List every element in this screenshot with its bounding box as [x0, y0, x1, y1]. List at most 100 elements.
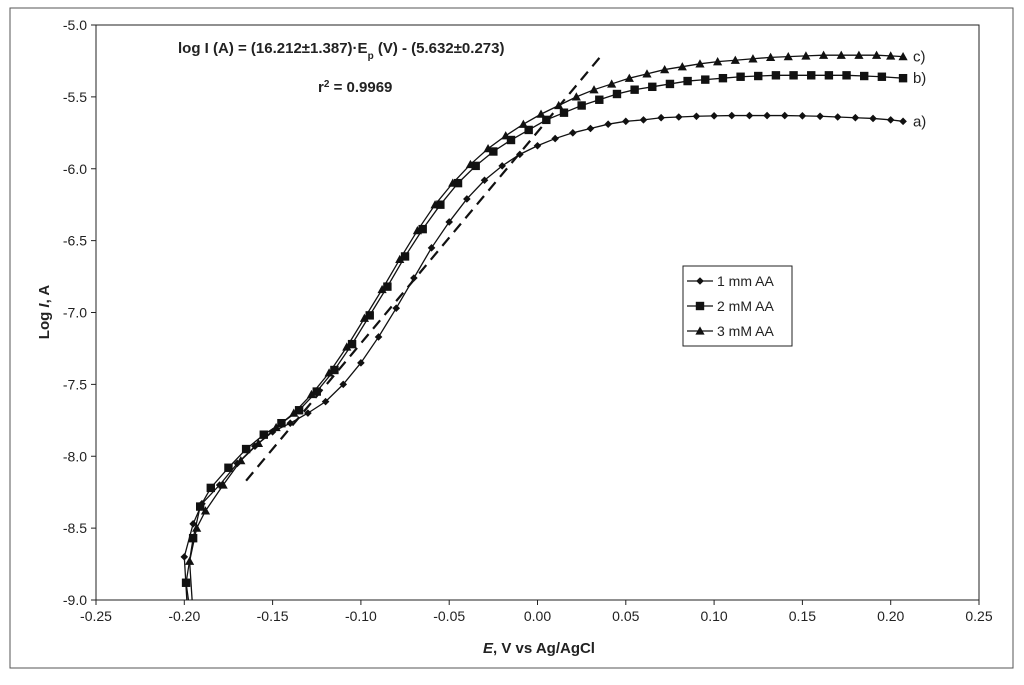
data-point [833, 113, 842, 121]
series-3 [184, 50, 908, 600]
series-line [188, 54, 904, 600]
y-tick-label: -6.0 [63, 161, 87, 177]
x-tick-label: -0.15 [257, 608, 289, 624]
legend-item: 2 mM AA [687, 298, 774, 314]
data-point [754, 71, 763, 81]
data-point [294, 406, 304, 415]
plot-layer: -0.25 -0.20 -0.15 -0.10 -0.05 0.00 0.05 0.10 0.1… [63, 17, 993, 624]
legend-item: 3 mM AA [687, 323, 774, 339]
x-tick-label: 0.15 [789, 608, 816, 624]
data-point [206, 483, 215, 493]
data-point [559, 108, 569, 117]
data-point [624, 73, 634, 82]
legend-items: 1 mm AA 2 mM AA 3 mM AA [687, 273, 774, 339]
data-point [816, 112, 824, 121]
data-point [542, 115, 551, 125]
data-point [524, 125, 533, 135]
legend-marker [695, 326, 705, 335]
data-point [589, 85, 599, 94]
data-point [501, 131, 511, 140]
data-point [395, 254, 405, 263]
data-point [465, 159, 475, 169]
data-point [869, 114, 877, 123]
data-point [192, 523, 202, 532]
data-point [860, 71, 869, 81]
data-point [748, 54, 758, 63]
data-point [842, 71, 851, 80]
data-point [766, 52, 776, 62]
data-point [200, 506, 211, 515]
data-point [877, 72, 887, 81]
data-point [745, 111, 754, 120]
data-point [480, 176, 489, 185]
x-tick-label: 0.10 [700, 608, 727, 624]
data-point [727, 111, 736, 120]
data-point [710, 112, 718, 120]
legend-label: 1 mm AA [717, 273, 774, 289]
data-point [571, 92, 581, 101]
curve-label: c) [913, 49, 926, 66]
data-point [463, 195, 471, 203]
data-point [483, 144, 493, 153]
data-point [516, 150, 524, 159]
x-tick-label: 0.20 [877, 608, 904, 624]
data-point [551, 134, 559, 143]
data-point [713, 57, 723, 66]
data-point [701, 75, 710, 84]
data-point [180, 553, 189, 561]
data-point [577, 101, 586, 110]
y-tick-label: -7.5 [63, 376, 87, 392]
data-point [683, 76, 692, 86]
data-point [569, 129, 577, 137]
data-point [304, 409, 312, 417]
data-point [818, 50, 829, 59]
data-point [718, 73, 728, 83]
data-point [241, 444, 251, 454]
data-point [630, 85, 639, 94]
data-point [607, 79, 617, 88]
data-point [807, 71, 816, 80]
data-point [783, 52, 793, 61]
data-point [730, 55, 740, 64]
data-point [554, 100, 564, 110]
data-point [400, 252, 410, 261]
data-point [392, 304, 401, 312]
fit-line [245, 53, 604, 482]
legend-marker [696, 277, 704, 285]
data-point [286, 419, 295, 427]
data-point [692, 112, 701, 121]
data-point [854, 50, 864, 59]
data-point [851, 113, 860, 122]
data-layer [180, 50, 908, 600]
x-tick-label: -0.25 [80, 608, 112, 624]
data-point [271, 422, 281, 432]
legend-item: 1 mm AA [687, 273, 774, 289]
x-tick-label: -0.10 [345, 608, 377, 624]
data-point [886, 116, 895, 124]
data-point [665, 79, 675, 89]
data-point [412, 225, 423, 235]
data-point [660, 64, 670, 74]
data-point [836, 50, 846, 59]
data-point [312, 387, 321, 396]
curve-label: a) [913, 113, 926, 130]
data-point [181, 578, 191, 587]
data-point [357, 359, 365, 367]
data-point [224, 463, 233, 472]
data-point [801, 51, 811, 60]
data-point [445, 218, 453, 226]
data-point [898, 73, 908, 83]
curve-label: b) [913, 70, 926, 87]
data-point [657, 113, 665, 122]
data-point [586, 124, 595, 133]
legend-marker [695, 301, 705, 311]
data-point [677, 62, 687, 71]
data-point [430, 200, 440, 209]
data-point [188, 533, 198, 543]
data-point [763, 111, 771, 120]
data-point [253, 438, 264, 447]
data-point [604, 120, 612, 128]
data-point [595, 95, 604, 104]
data-point [342, 342, 352, 351]
